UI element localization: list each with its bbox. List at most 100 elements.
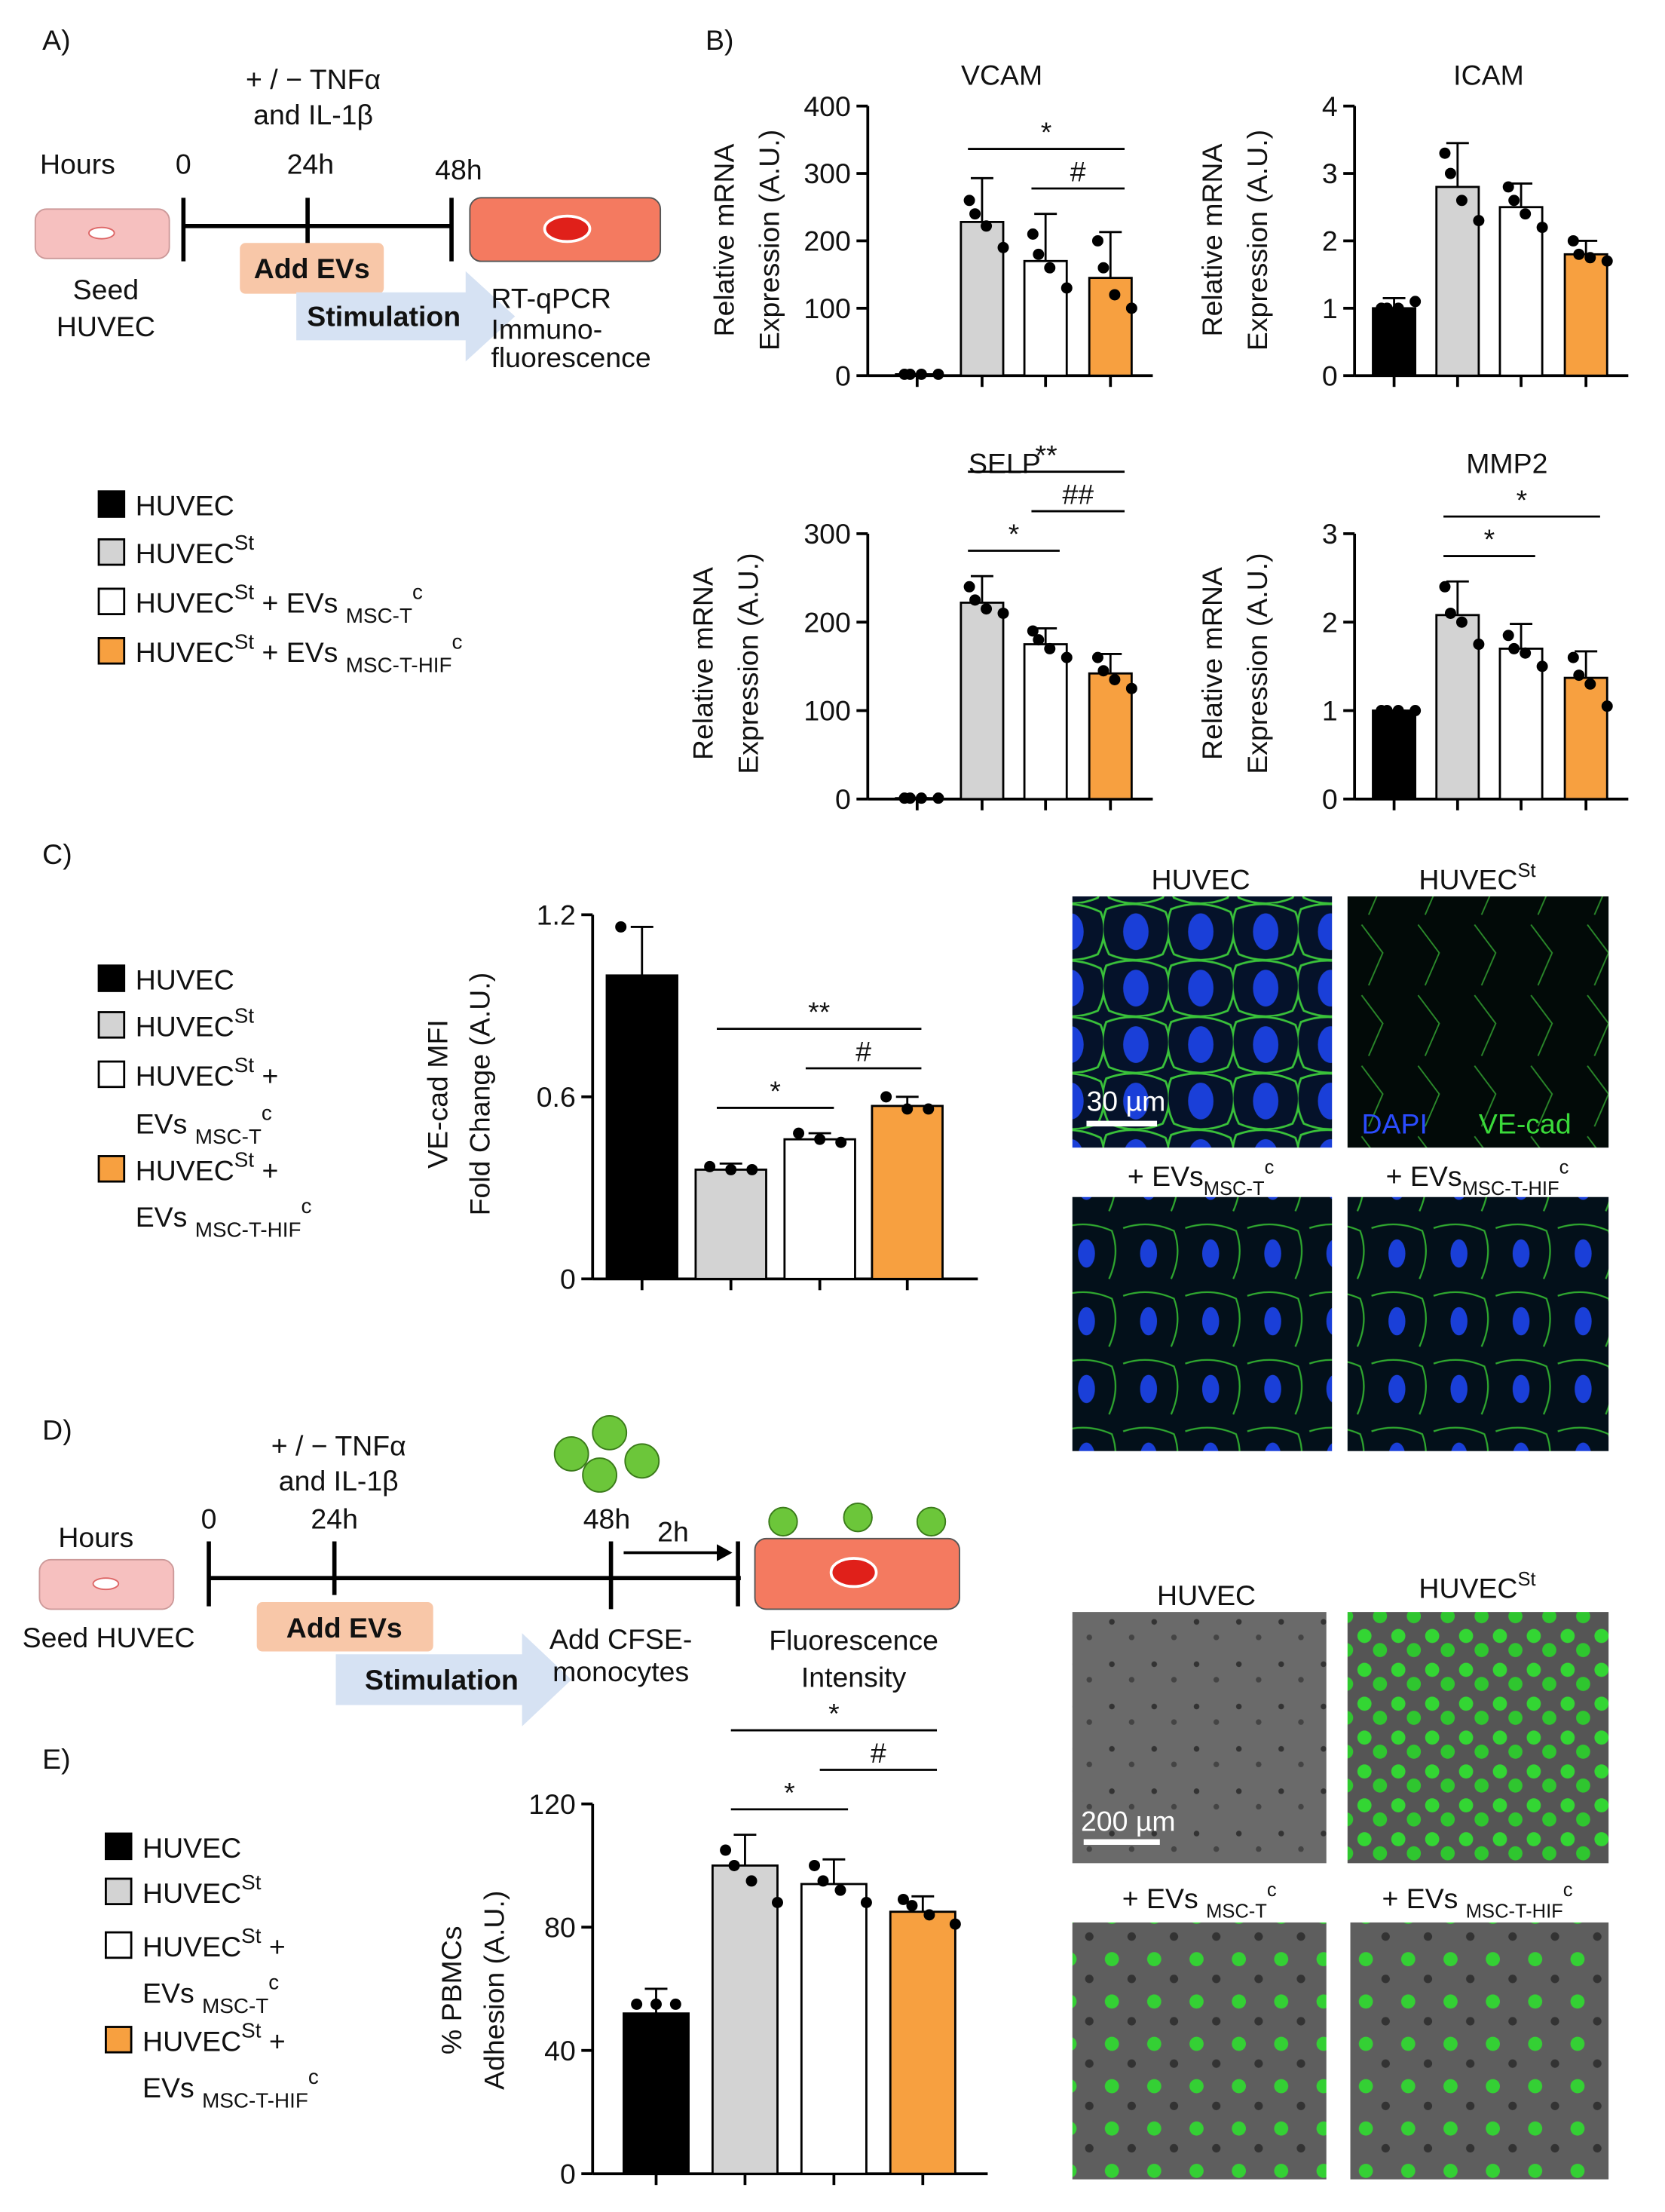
y-tick-label: 0	[1322, 783, 1338, 815]
bar	[711, 1864, 779, 2175]
text-part: c	[268, 1971, 279, 1994]
readout-text: RT-qPCR	[491, 282, 611, 314]
data-point	[1091, 651, 1103, 663]
y-tick-label: 300	[803, 158, 850, 189]
data-point	[1409, 705, 1422, 717]
image	[1072, 1612, 1327, 1864]
y-tick-label: 1	[1322, 695, 1338, 727]
significance-label: *	[1517, 484, 1528, 516]
text-part: St	[234, 531, 255, 554]
bar	[1023, 259, 1068, 377]
y-tick-label: 300	[803, 518, 850, 550]
text-part: MSC-T-HIF	[1462, 1178, 1559, 1199]
bar	[960, 221, 1005, 377]
bar	[1563, 676, 1608, 801]
data-point	[835, 1136, 847, 1148]
y-tick-label: 100	[803, 293, 850, 324]
monocytes-text: Add CFSE-	[549, 1623, 692, 1655]
y-tick-label: 0	[835, 783, 851, 815]
data-point	[1508, 642, 1520, 654]
text-part: + EVs	[1382, 1883, 1465, 1914]
data-point	[650, 1998, 662, 2010]
data-point	[904, 368, 916, 380]
text-part: +	[261, 2025, 285, 2057]
text-part: HUVEC	[142, 2025, 241, 2057]
legend-entry: EVs MSC-Tc	[136, 1101, 272, 1148]
data-point	[904, 792, 916, 804]
y-tick-label: 4	[1322, 90, 1338, 122]
bar	[694, 1169, 767, 1280]
data-point	[814, 1133, 826, 1145]
y-tick-label: 0	[560, 2158, 576, 2189]
text-part: c	[1559, 1157, 1569, 1178]
text-part: HUVEC	[136, 587, 234, 619]
text-part: MSC-T-HIF	[202, 2089, 308, 2112]
chart-title: ICAM	[1453, 60, 1524, 91]
data-point	[1061, 651, 1073, 663]
text-part: c	[1267, 1880, 1277, 1901]
data-point	[793, 1127, 805, 1139]
bar	[1435, 185, 1480, 377]
image	[1350, 1922, 1609, 2180]
data-point	[932, 792, 944, 804]
text-part: St	[234, 1053, 255, 1077]
text-part: HUVEC	[1419, 1572, 1517, 1604]
data-point	[1392, 705, 1404, 717]
data-point	[1455, 195, 1468, 207]
legend-entry: EVs MSC-T-HIFc	[142, 2065, 319, 2112]
data-point	[657, 1003, 669, 1015]
y-tick-label: 100	[803, 695, 850, 727]
data-point	[1044, 642, 1056, 654]
readout-text: Fluorescence	[769, 1625, 938, 1656]
text-part: St	[234, 1003, 255, 1027]
y-tick-label: 1.2	[537, 899, 576, 930]
data-point	[720, 1844, 732, 1856]
cell-nucleus	[543, 214, 592, 244]
legend-entry: HUVECSt +	[142, 1924, 286, 1962]
treatment-text: and IL-1β	[253, 99, 373, 130]
panel-a-schematic: A) + / − TNFα and IL-1β Hours 0 24h 48h …	[34, 24, 662, 373]
error-bar	[1099, 231, 1122, 278]
bar	[960, 601, 1005, 801]
y-axis-label: Expression (A.U.)	[753, 130, 785, 351]
data-point	[923, 1103, 935, 1115]
legend-swatch	[104, 1931, 133, 1959]
data-point	[817, 1875, 829, 1887]
legend-swatch	[97, 964, 126, 992]
y-axis-label: % PBMCs	[436, 1926, 467, 2055]
text-part: HUVEC	[136, 1010, 234, 1042]
data-point	[1444, 607, 1456, 619]
y-tick-label: 0	[835, 360, 851, 391]
data-point	[1573, 669, 1585, 682]
significance-label: *	[1484, 523, 1495, 555]
text-part: c	[308, 2065, 319, 2088]
hours-label: Hours	[40, 149, 115, 180]
time-label: 2h	[657, 1516, 689, 1548]
legend-swatch	[97, 637, 126, 665]
legend-entry: HUVECSt +	[136, 1053, 279, 1092]
data-point	[1473, 215, 1485, 227]
data-point	[1061, 282, 1073, 294]
image	[1072, 1922, 1327, 2180]
image	[1347, 1612, 1609, 1864]
data-point	[1109, 673, 1121, 685]
data-point	[1033, 634, 1045, 646]
legend-entry: EVs MSC-T-HIFc	[136, 1194, 312, 1241]
data-point	[1536, 660, 1548, 672]
treatment-text: + / − TNFα	[271, 1429, 406, 1461]
text-part: +	[254, 1154, 278, 1186]
data-point	[997, 241, 1009, 253]
error-bar	[970, 574, 993, 603]
microscopy-e: 200 µm	[1072, 1612, 1609, 2180]
data-point	[981, 603, 993, 615]
error-bar	[733, 1834, 757, 1866]
bar	[800, 1883, 868, 2175]
data-point	[772, 1897, 783, 1909]
significance-label: **	[1036, 439, 1057, 470]
error-bar	[911, 1895, 935, 1912]
error-bar	[1034, 627, 1057, 645]
legend-entry: HUVECSt + EVs MSC-Tc	[136, 581, 423, 627]
text-part: c	[1265, 1157, 1275, 1178]
legend-swatch	[97, 1060, 126, 1089]
